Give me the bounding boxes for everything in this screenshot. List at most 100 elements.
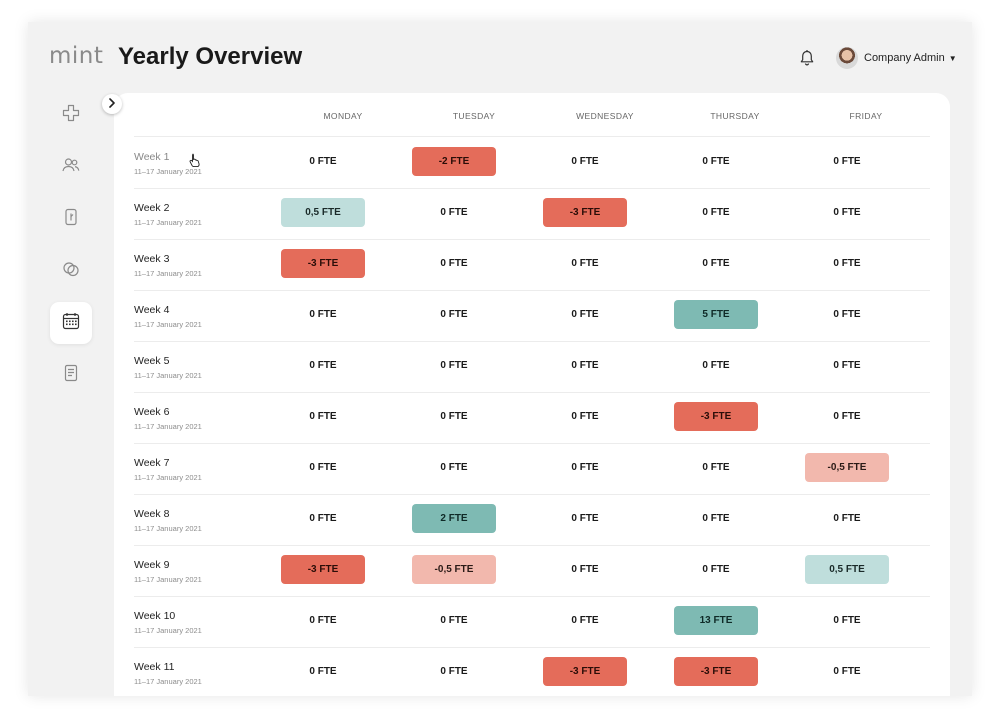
fte-cell-wednesday[interactable]: 0 FTE (571, 615, 599, 626)
fte-cell-friday[interactable]: 0,5 FTE (805, 555, 889, 584)
avatar (836, 47, 858, 69)
week-dates: 11–17 January 2021 (134, 320, 202, 329)
fte-cell-tuesday[interactable]: -0,5 FTE (412, 555, 496, 584)
fte-cell-friday[interactable]: 0 FTE (833, 309, 861, 320)
fte-cell-thursday[interactable]: 0 FTE (702, 564, 730, 575)
fte-cell-wednesday[interactable]: 0 FTE (571, 564, 599, 575)
fte-cell-friday[interactable]: 0 FTE (833, 513, 861, 524)
fte-cell-thursday[interactable]: 0 FTE (702, 258, 730, 269)
fte-cell-monday[interactable]: 0 FTE (309, 360, 337, 371)
fte-cell-monday[interactable]: 0 FTE (309, 462, 337, 473)
fte-cell-monday[interactable]: -3 FTE (281, 555, 365, 584)
fte-cell-thursday[interactable]: 13 FTE (674, 606, 758, 635)
fte-cell-thursday[interactable]: 0 FTE (702, 156, 730, 167)
week-label[interactable]: Week 6 (134, 406, 170, 418)
fte-cell-tuesday[interactable]: 0 FTE (440, 462, 468, 473)
fte-cell-monday[interactable]: 0 FTE (309, 309, 337, 320)
chevron-down-icon: ▼ (948, 53, 957, 63)
table-row: Week 10 11–17 January 2021 0 FTE 0 FTE 0 FTE… (134, 596, 930, 648)
fte-cell-friday[interactable]: 0 FTE (833, 615, 861, 626)
fte-cell-wednesday[interactable]: -3 FTE (543, 198, 627, 227)
fte-cell-thursday[interactable]: 0 FTE (702, 513, 730, 524)
fte-cell-wednesday[interactable]: 0 FTE (571, 258, 599, 269)
user-menu[interactable]: Company Admin ▼ (836, 46, 957, 70)
sidebar-item-medical[interactable] (50, 94, 92, 136)
week-label[interactable]: Week 9 (134, 559, 170, 571)
fte-cell-friday[interactable]: 0 FTE (833, 207, 861, 218)
fte-cell-thursday[interactable]: 0 FTE (702, 207, 730, 218)
sidebar-item-calendar[interactable] (50, 302, 92, 344)
week-dates: 11–17 January 2021 (134, 626, 202, 635)
fte-cell-tuesday[interactable]: 0 FTE (440, 309, 468, 320)
fte-cell-tuesday[interactable]: 0 FTE (440, 360, 468, 371)
fte-cell-monday[interactable]: 0 FTE (309, 411, 337, 422)
sidebar-item-groups[interactable] (50, 250, 92, 292)
fte-cell-tuesday[interactable]: 0 FTE (440, 411, 468, 422)
week-label[interactable]: Week 11 (134, 661, 175, 673)
fte-cell-wednesday[interactable]: 0 FTE (571, 309, 599, 320)
fte-cell-monday[interactable]: 0 FTE (309, 156, 337, 167)
fte-cell-friday[interactable]: 0 FTE (833, 666, 861, 677)
fte-cell-thursday[interactable]: 0 FTE (702, 360, 730, 371)
fte-cell-thursday[interactable]: 5 FTE (674, 300, 758, 329)
fte-cell-tuesday[interactable]: 0 FTE (440, 258, 468, 269)
fte-cell-monday[interactable]: 0 FTE (309, 615, 337, 626)
logo: mint (49, 43, 104, 69)
fte-cell-thursday[interactable]: -3 FTE (674, 657, 758, 686)
column-header-monday: MONDAY (323, 111, 363, 121)
fte-cell-wednesday[interactable]: -3 FTE (543, 657, 627, 686)
door-icon (64, 208, 78, 231)
sidebar (28, 94, 114, 696)
expand-sidebar-button[interactable] (102, 94, 122, 114)
week-label[interactable]: Week 2 (134, 202, 170, 214)
calendar-icon (62, 312, 80, 335)
fte-cell-wednesday[interactable]: 0 FTE (571, 462, 599, 473)
fte-cell-tuesday[interactable]: -2 FTE (412, 147, 496, 176)
week-dates: 11–17 January 2021 (134, 269, 202, 278)
table-row: Week 8 11–17 January 2021 0 FTE 2 FTE 0 FTE 0… (134, 494, 930, 546)
header-divider (134, 136, 930, 137)
table-row: Week 11 11–17 January 2021 0 FTE 0 FTE -3 FT… (134, 647, 930, 696)
table-row: Week 6 11–17 January 2021 0 FTE 0 FTE 0 FTE -… (134, 392, 930, 444)
fte-cell-tuesday[interactable]: 0 FTE (440, 615, 468, 626)
fte-cell-monday[interactable]: 0 FTE (309, 513, 337, 524)
week-dates: 11–17 January 2021 (134, 524, 202, 533)
fte-cell-monday[interactable]: 0,5 FTE (281, 198, 365, 227)
column-header-tuesday: TUESDAY (452, 111, 496, 121)
fte-cell-tuesday[interactable]: 2 FTE (412, 504, 496, 533)
column-header-thursday: THURSDAY (710, 111, 760, 121)
fte-cell-monday[interactable]: -3 FTE (281, 249, 365, 278)
fte-cell-friday[interactable]: 0 FTE (833, 411, 861, 422)
week-label[interactable]: Week 10 (134, 610, 176, 622)
week-label[interactable]: Week 3 (134, 253, 170, 265)
fte-cell-tuesday[interactable]: 0 FTE (440, 207, 468, 218)
fte-cell-thursday[interactable]: -3 FTE (674, 402, 758, 431)
fte-cell-tuesday[interactable]: 0 FTE (440, 666, 468, 677)
sidebar-item-documents[interactable] (50, 354, 92, 396)
fte-cell-friday[interactable]: -0,5 FTE (805, 453, 889, 482)
fte-cell-wednesday[interactable]: 0 FTE (571, 513, 599, 524)
fte-cell-wednesday[interactable]: 0 FTE (571, 411, 599, 422)
fte-cell-monday[interactable]: 0 FTE (309, 666, 337, 677)
week-label[interactable]: Week 5 (134, 355, 170, 367)
sidebar-item-users[interactable] (50, 146, 92, 188)
medical-cross-icon (62, 104, 80, 127)
fte-cell-thursday[interactable]: 0 FTE (702, 462, 730, 473)
fte-cell-friday[interactable]: 0 FTE (833, 258, 861, 269)
page-title: Yearly Overview (118, 43, 303, 70)
fte-cell-wednesday[interactable]: 0 FTE (571, 360, 599, 371)
fte-cell-friday[interactable]: 0 FTE (833, 156, 861, 167)
week-label[interactable]: Week 1 (134, 151, 170, 163)
chevron-right-icon (108, 95, 116, 113)
week-dates: 11–17 January 2021 (134, 167, 202, 176)
week-label[interactable]: Week 4 (134, 304, 170, 316)
fte-cell-friday[interactable]: 0 FTE (833, 360, 861, 371)
fte-cell-wednesday[interactable]: 0 FTE (571, 156, 599, 167)
week-label[interactable]: Week 8 (134, 508, 170, 520)
table-row: Week 3 11–17 January 2021 -3 FTE 0 FTE 0 FTE… (134, 239, 930, 291)
week-dates: 11–17 January 2021 (134, 371, 202, 380)
week-label[interactable]: Week 7 (134, 457, 170, 469)
sidebar-item-rooms[interactable] (50, 198, 92, 240)
notifications-bell-icon[interactable] (799, 49, 815, 67)
user-name: Company Admin (864, 52, 945, 64)
